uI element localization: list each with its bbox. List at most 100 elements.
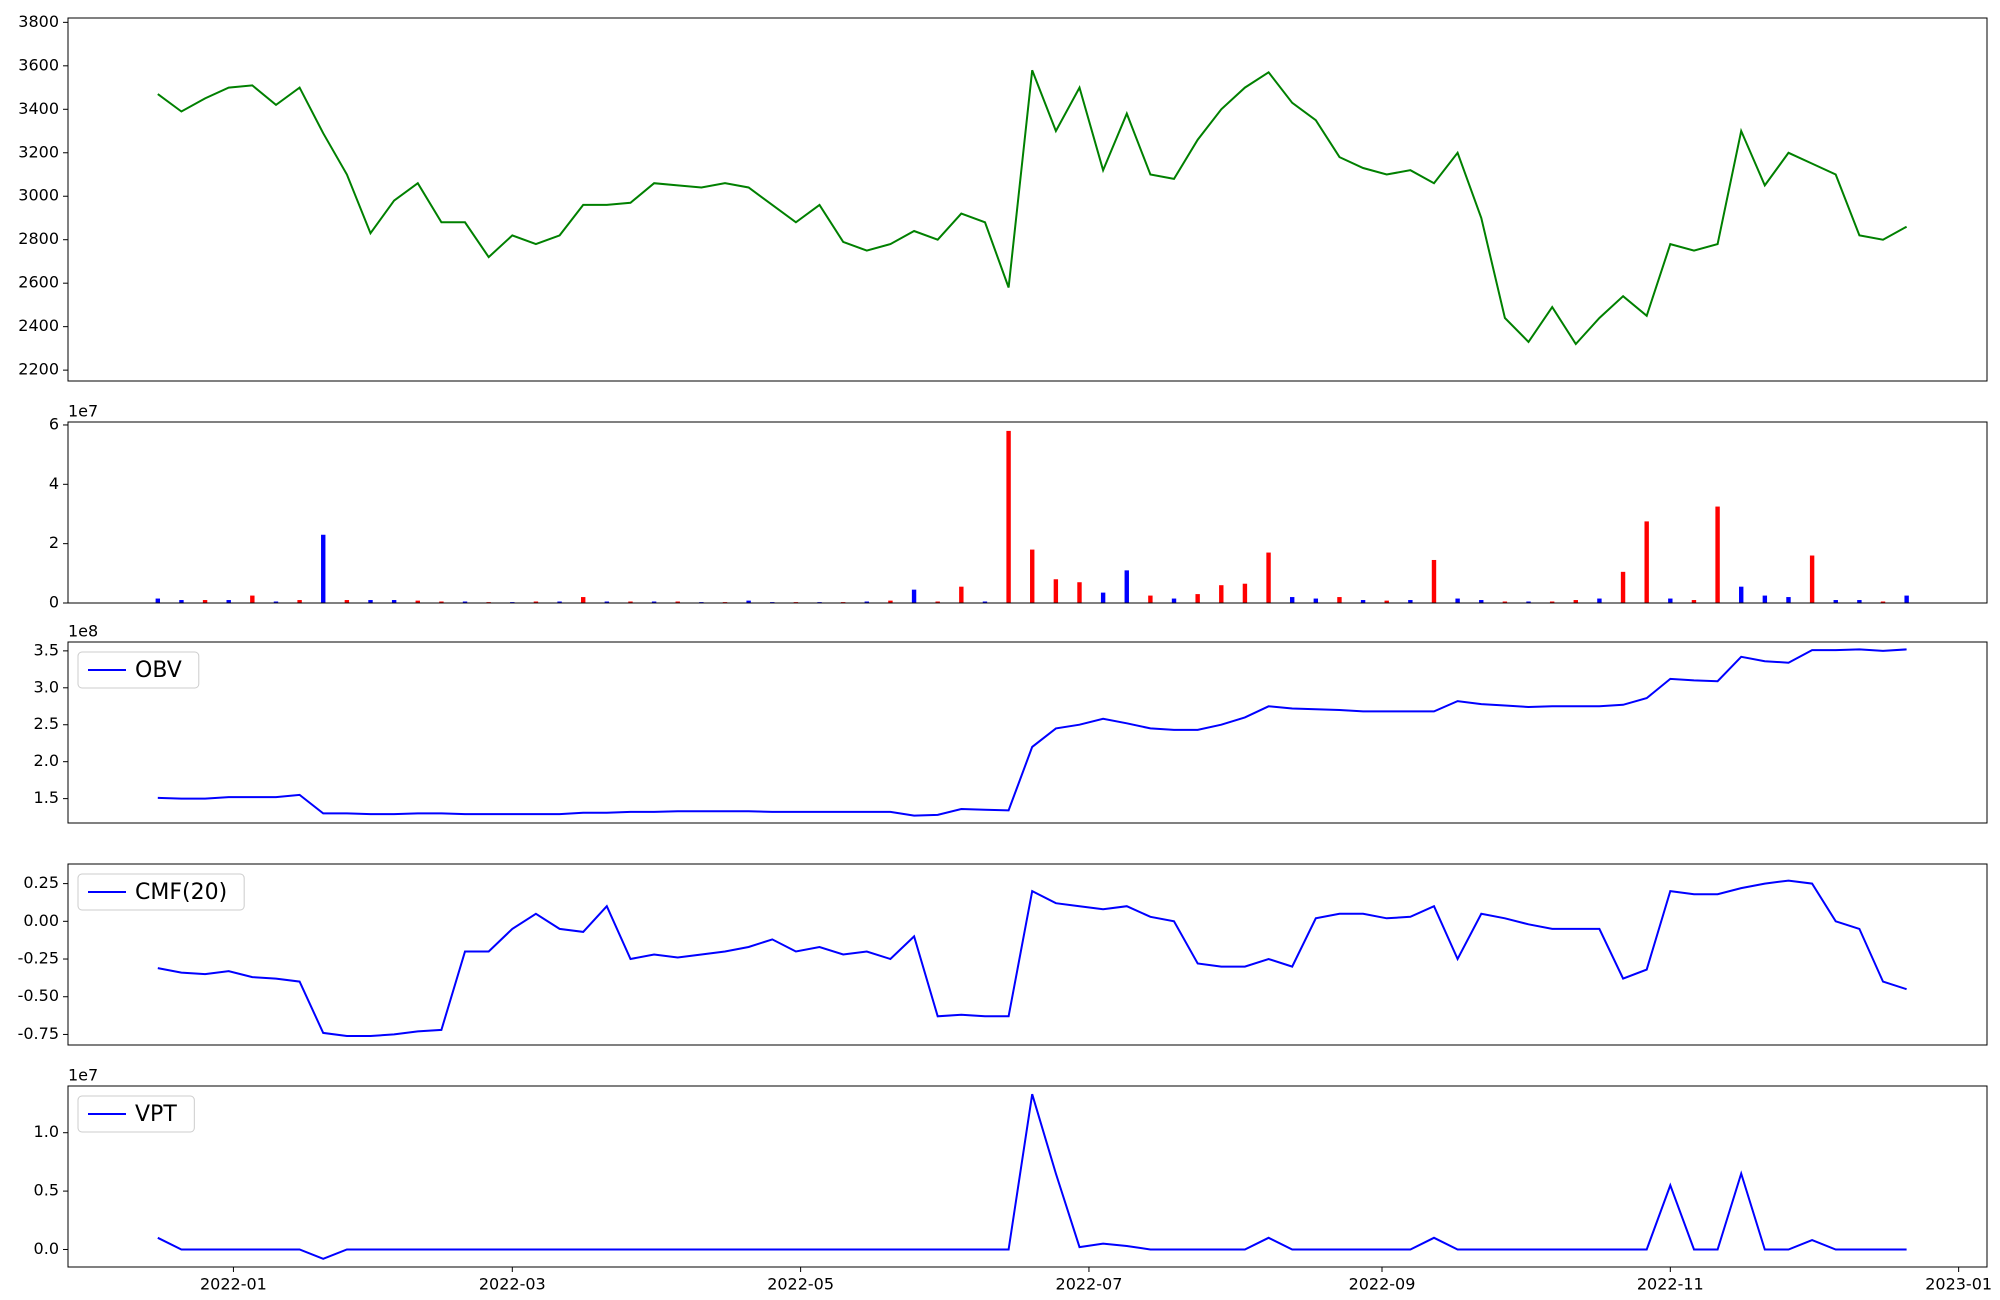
bar bbox=[250, 595, 255, 603]
bar bbox=[1668, 598, 1673, 603]
plot-frame bbox=[67, 863, 1988, 1046]
x-tick-label: 2023-01 bbox=[1925, 1275, 1992, 1294]
legend-label: OBV bbox=[135, 658, 182, 683]
bar bbox=[1833, 600, 1838, 603]
x-tick-label: 2022-11 bbox=[1637, 1275, 1704, 1294]
bar bbox=[1479, 600, 1484, 603]
bar bbox=[1289, 597, 1295, 603]
x-tick-label: 2022-01 bbox=[200, 1275, 267, 1294]
panel: 0 2 4 6 1e7 bbox=[49, 402, 1988, 612]
legend-label: VPT bbox=[135, 1102, 177, 1127]
y-tick-label: 3400 bbox=[18, 99, 59, 118]
bar bbox=[651, 601, 657, 603]
y-tick-label: 0.00 bbox=[23, 911, 59, 930]
bar bbox=[1762, 595, 1768, 603]
bar bbox=[391, 600, 397, 603]
line bbox=[157, 69, 1908, 346]
bar bbox=[297, 600, 302, 603]
y-tick-label: -0.75 bbox=[18, 1024, 59, 1043]
bar bbox=[1526, 601, 1531, 603]
x-tick-label: 2022-07 bbox=[1056, 1275, 1123, 1294]
bar bbox=[911, 589, 917, 603]
bar bbox=[1053, 579, 1059, 603]
panel: 1.5 2.0 2.5 3.0 3.5 1e8 OBV bbox=[34, 622, 1988, 824]
y-tick-label: 2800 bbox=[18, 229, 59, 248]
y-tick-label: 0 bbox=[49, 593, 59, 612]
axis-offset: 1e7 bbox=[68, 1066, 98, 1085]
bar bbox=[1691, 600, 1697, 603]
y-tick-label: 2600 bbox=[18, 273, 59, 292]
bar bbox=[1077, 582, 1082, 603]
y-tick-label: 0.0 bbox=[34, 1239, 59, 1258]
y-tick-label: 2200 bbox=[18, 360, 59, 379]
y-tick-label: 2.0 bbox=[34, 751, 59, 770]
bar bbox=[1904, 595, 1909, 603]
plot-frame bbox=[67, 17, 1988, 382]
axis-offset: 1e7 bbox=[68, 402, 98, 421]
bar bbox=[1502, 601, 1508, 603]
bar bbox=[580, 597, 586, 603]
bar bbox=[439, 601, 444, 603]
line bbox=[157, 879, 1907, 1037]
bar bbox=[1809, 555, 1815, 603]
x-tick-label: 2022-03 bbox=[479, 1275, 546, 1294]
bar bbox=[1786, 597, 1791, 603]
bar bbox=[1242, 583, 1248, 603]
legend: OBV bbox=[77, 651, 200, 689]
bar bbox=[1124, 570, 1129, 603]
bar bbox=[1857, 600, 1862, 603]
bar bbox=[864, 601, 869, 603]
bar bbox=[1597, 598, 1602, 603]
bar bbox=[746, 600, 751, 603]
bar bbox=[1455, 598, 1460, 603]
plot-frame bbox=[67, 1085, 1988, 1268]
bar bbox=[202, 600, 208, 603]
legend: VPT bbox=[77, 1095, 195, 1133]
y-tick-label: 3200 bbox=[18, 142, 59, 161]
line bbox=[157, 648, 1907, 817]
y-tick-label: 3.5 bbox=[34, 640, 59, 659]
bar bbox=[1573, 600, 1578, 603]
bar bbox=[415, 600, 420, 603]
x-tick-label: 2022-09 bbox=[1349, 1275, 1416, 1294]
y-tick-label: 0.5 bbox=[34, 1181, 59, 1200]
bar bbox=[1360, 600, 1366, 603]
plot-frame bbox=[67, 641, 1988, 824]
y-tick-label: 3.0 bbox=[34, 677, 59, 696]
y-tick-label: 3600 bbox=[18, 55, 59, 74]
legend-box bbox=[77, 1095, 195, 1133]
bar bbox=[1408, 600, 1413, 603]
bar bbox=[226, 600, 231, 603]
panel: 2200 2400 2600 2800 3000 3200 3400 3600 3800 bbox=[18, 12, 1988, 382]
bar bbox=[1384, 600, 1389, 603]
legend-box bbox=[77, 651, 200, 689]
bar bbox=[959, 586, 964, 603]
bar bbox=[462, 601, 468, 603]
bar bbox=[982, 601, 988, 603]
bar bbox=[273, 601, 279, 603]
bar bbox=[604, 601, 610, 603]
y-tick-label: 2 bbox=[49, 533, 59, 552]
bar bbox=[1030, 549, 1035, 603]
bar bbox=[1620, 571, 1626, 603]
bar bbox=[557, 601, 562, 603]
y-tick-label: -0.25 bbox=[18, 949, 59, 968]
bar bbox=[179, 600, 184, 603]
y-tick-label: 4 bbox=[49, 474, 59, 493]
y-tick-label: 6 bbox=[49, 414, 59, 433]
y-tick-label: 1.5 bbox=[34, 788, 59, 807]
bar bbox=[321, 534, 326, 603]
bar bbox=[1148, 595, 1153, 603]
x-tick-label: 2022-05 bbox=[767, 1275, 834, 1294]
bar bbox=[1431, 559, 1437, 603]
bar bbox=[1715, 506, 1720, 603]
legend: CMF(20) bbox=[77, 873, 245, 911]
bar bbox=[1006, 430, 1011, 603]
bar bbox=[533, 601, 539, 603]
bar bbox=[1100, 592, 1106, 603]
panel: 0.0 0.5 1.0 2022-01 2022-03 2022-05 2022-07 202… bbox=[34, 1066, 1993, 1294]
bar bbox=[1195, 594, 1200, 603]
bar bbox=[1549, 601, 1555, 603]
y-tick-label: 1.0 bbox=[34, 1122, 59, 1141]
legend-label: CMF(20) bbox=[135, 880, 227, 905]
